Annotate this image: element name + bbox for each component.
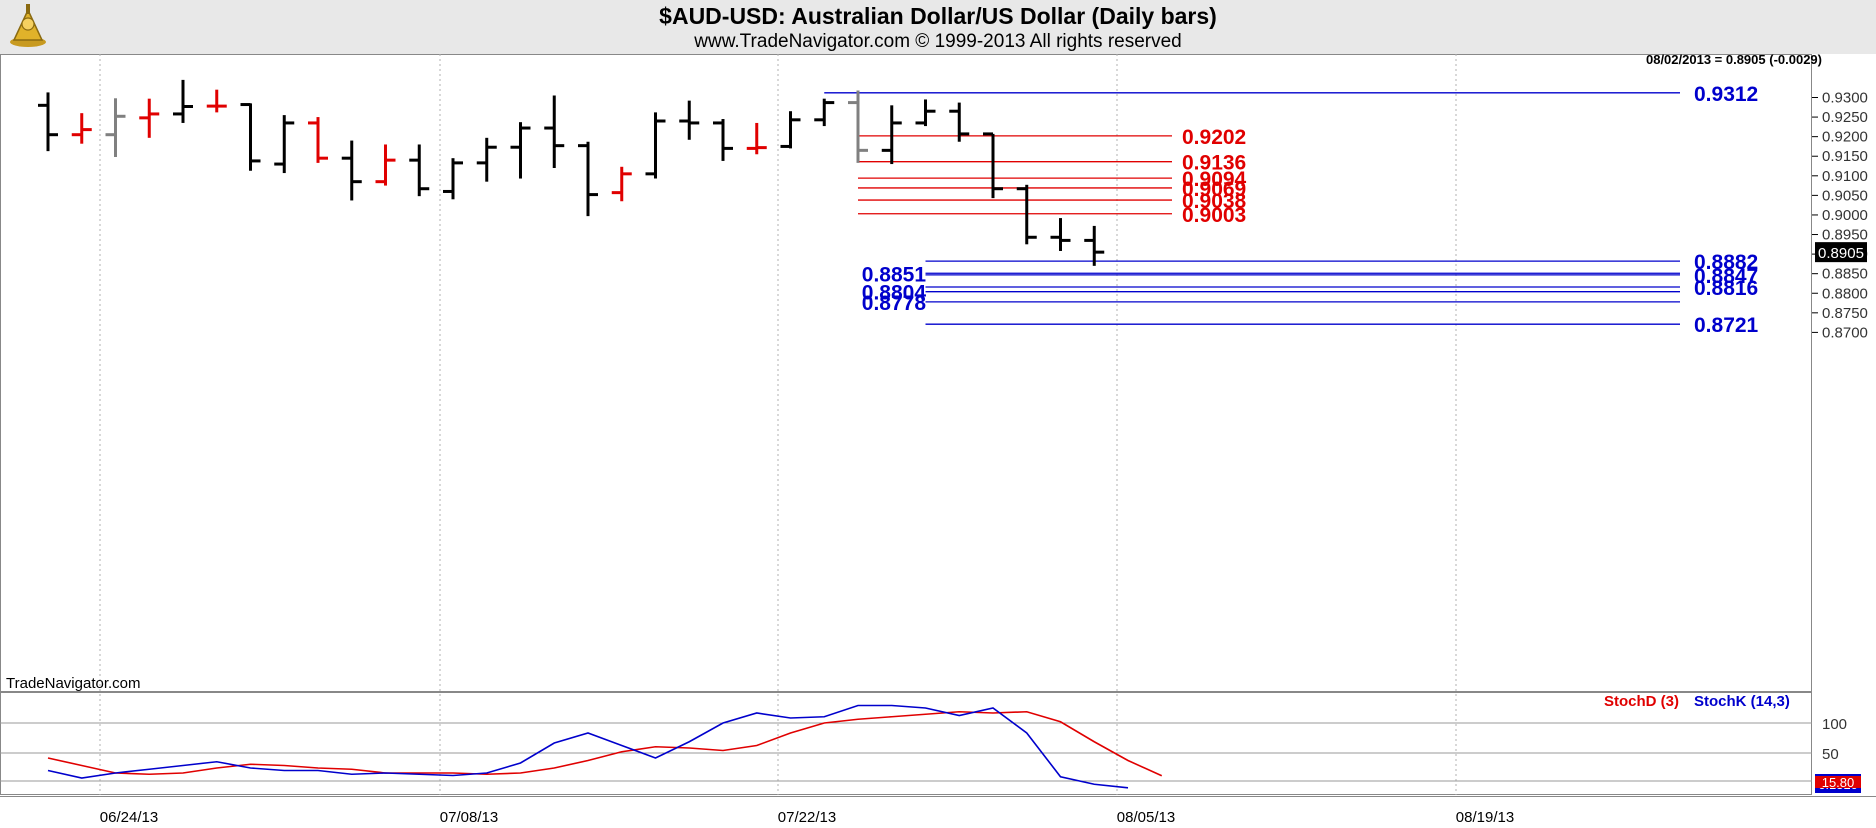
price-level-label: 0.8851 (862, 263, 927, 286)
watermark: TradeNavigator.com (6, 675, 141, 692)
stoch-d-line (47, 710, 1163, 777)
y-tick-label: 0.8850 (1822, 266, 1868, 283)
y-tick-label: 0.8800 (1822, 285, 1868, 302)
copyright-notice: www.TradeNavigator.com © 1999-2013 All r… (694, 31, 1182, 52)
y-tick-label: 0.9250 (1822, 109, 1868, 126)
chart-title: $AUD-USD: Australian Dollar/US Dollar (D… (659, 3, 1217, 29)
x-tick-label: 08/19/13 (1456, 809, 1514, 826)
indicator-pane-frame (0, 692, 1812, 795)
price-level-label: 0.8847 (1694, 265, 1758, 288)
last-price-tag-text: 0.8905 (1818, 245, 1864, 262)
price-level-label: 0.9312 (1694, 83, 1758, 106)
y-tick-label: 0.9000 (1822, 207, 1868, 224)
stoch-d-value-text: 15.80 (1822, 775, 1855, 790)
stoch-d-legend: StochD (3) (1604, 693, 1679, 710)
y-tick-label: 0.9300 (1822, 90, 1868, 107)
stoch-y-tick-label: 50 (1822, 746, 1839, 763)
y-tick-label: 0.8950 (1822, 227, 1868, 244)
price-level-label: 0.9038 (1182, 190, 1247, 213)
y-tick-label: 0.9200 (1822, 129, 1868, 146)
y-tick-label: 0.8750 (1822, 305, 1868, 322)
y-tick-label: 0.9050 (1822, 187, 1868, 204)
chart-header (0, 0, 1876, 54)
price-level-label: 0.9069 (1182, 178, 1246, 201)
price-level-label: 0.9003 (1182, 204, 1246, 227)
x-tick-label: 07/08/13 (440, 809, 498, 826)
last-price-tag (1815, 242, 1867, 263)
x-tick-label: 07/22/13 (778, 809, 836, 826)
trade-navigator-logo-icon (4, 2, 52, 50)
x-tick-label: 08/05/13 (1117, 809, 1175, 826)
stoch-k-legend: StochK (14,3) (1694, 693, 1790, 710)
price-level-label: 0.9136 (1182, 152, 1246, 175)
price-level-label: 0.8804 (862, 282, 927, 305)
price-readout: 08/02/2013 = 0.8905 (-0.0029) (1645, 52, 1822, 67)
price-pane-frame (0, 54, 1812, 692)
y-tick-label: 0.9150 (1822, 148, 1868, 165)
stoch-d-value-tag (1815, 776, 1861, 788)
stoch-k-line (47, 704, 1129, 789)
stoch-y-tick-label: 100 (1822, 716, 1847, 733)
y-tick-label: 0.8700 (1822, 324, 1868, 341)
price-level-label: 0.8882 (1694, 251, 1758, 274)
price-level-label: 0.9094 (1182, 168, 1247, 191)
price-level-label: 0.9202 (1182, 126, 1246, 149)
x-tick-label: 06/24/13 (100, 809, 158, 826)
price-level-label: 0.8778 (862, 292, 927, 315)
price-level-label: 0.8816 (1694, 277, 1758, 300)
y-tick-label: 0.9100 (1822, 168, 1868, 185)
price-level-label: 0.8721 (1694, 314, 1759, 337)
